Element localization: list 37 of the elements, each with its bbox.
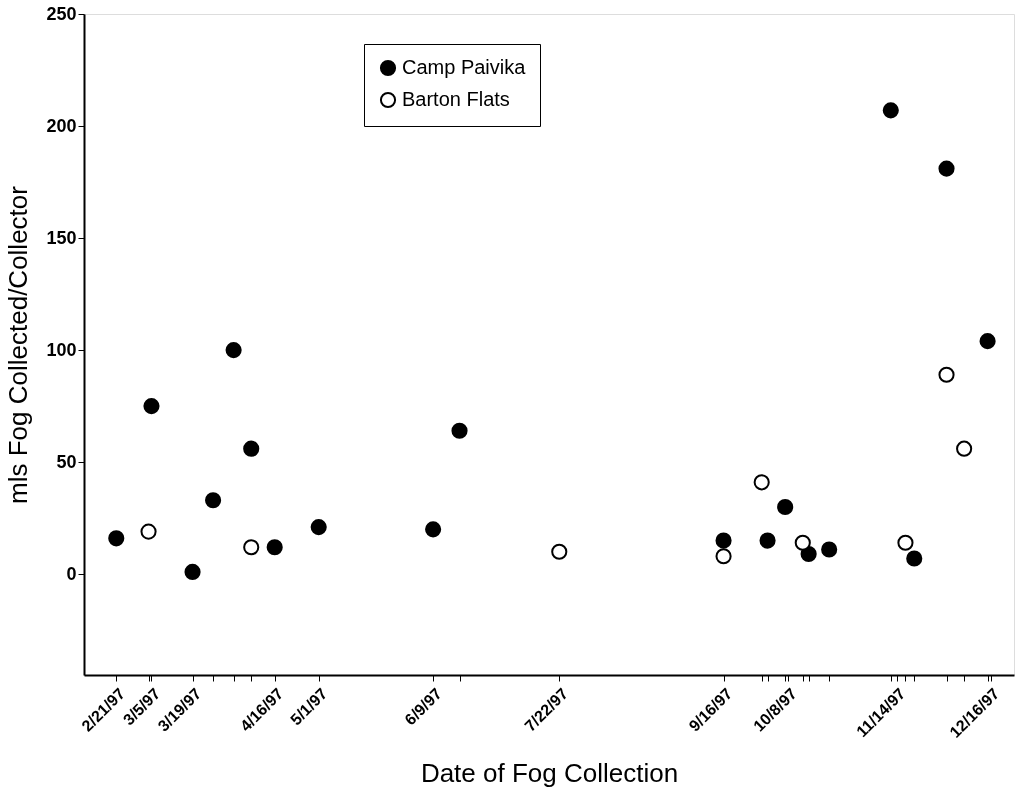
point <box>451 422 468 439</box>
point <box>794 534 811 551</box>
point <box>759 532 776 549</box>
point <box>979 333 996 350</box>
x-axis-title: Date of Fog Collection <box>420 757 679 788</box>
legend-label: Barton Flats <box>402 88 510 110</box>
point <box>777 498 794 516</box>
point <box>205 492 222 509</box>
point <box>551 543 568 560</box>
point <box>425 521 442 538</box>
point <box>897 534 914 551</box>
y-tick-label: 250 <box>46 3 77 24</box>
y-tick-label: 150 <box>46 227 77 248</box>
y-axis-title: mls Fog Collected/Collector <box>3 185 34 504</box>
point <box>140 523 157 540</box>
point <box>715 548 732 565</box>
y-tick-label: 0 <box>66 563 77 584</box>
point <box>821 541 838 558</box>
point <box>906 550 923 567</box>
point <box>143 398 160 415</box>
y-tick-label: 100 <box>46 339 77 360</box>
point <box>243 440 260 457</box>
legend-label: Camp Paivika <box>402 56 527 78</box>
point <box>938 160 955 177</box>
y-tick-label: 50 <box>56 451 77 472</box>
point <box>882 102 899 119</box>
point <box>184 563 201 580</box>
point <box>938 366 955 383</box>
point <box>753 474 770 491</box>
point <box>225 342 242 359</box>
point <box>108 530 125 547</box>
point <box>310 519 327 536</box>
point <box>243 539 260 556</box>
point <box>266 539 283 556</box>
point <box>956 440 973 457</box>
y-tick-label: 200 <box>46 115 77 136</box>
point <box>715 532 732 549</box>
